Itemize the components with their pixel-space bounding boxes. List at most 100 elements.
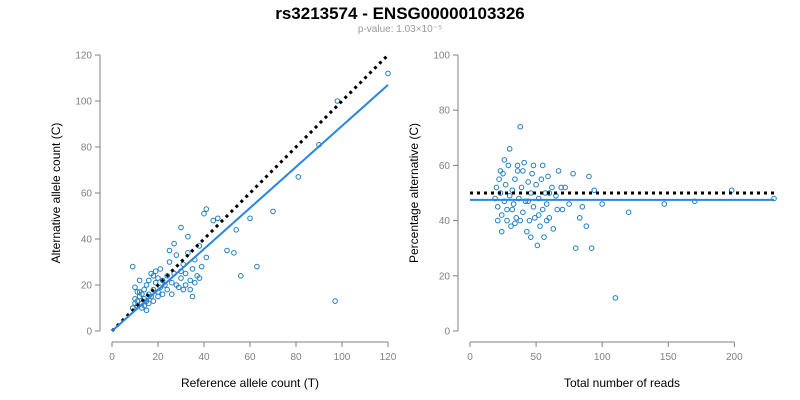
left-data-point [180,286,187,293]
left-data-point [155,293,161,300]
left-data-point [178,275,184,281]
left-x-axis-title: Reference allele count (T) [181,376,319,390]
right-data-point [570,170,576,177]
right-data-point [543,217,550,224]
left-data-point [152,268,159,275]
left-data-point [169,291,175,298]
left-data-point [132,284,138,291]
right-data-point [586,173,592,180]
right-data-point [554,206,561,213]
right-data-point [506,146,513,152]
left-data-point [210,217,216,224]
left-x-tick-label: 0 [109,352,115,363]
right-data-point [535,212,542,218]
right-data-point [538,176,545,182]
left-data-point [159,291,166,298]
right-data-point [508,223,514,229]
right-data-point [512,220,518,227]
right-data-point [591,187,598,194]
left-data-point [192,279,198,286]
left-y-tick-label: 0 [86,327,92,338]
right-data-point [494,217,501,224]
left-data-point [385,70,391,77]
left-data-point [182,270,189,277]
left-y-tick-label: 60 [81,189,93,200]
right-data-point [521,159,527,166]
left-data-point [295,174,302,180]
right-data-point [531,215,538,221]
left-fit-line [111,84,389,332]
right-data-point [541,234,547,240]
right-data-point [530,204,537,210]
left-data-point [169,279,175,286]
left-data-point [129,263,136,270]
right-data-point [528,190,534,196]
left-data-point [334,98,341,104]
right-data-point [579,204,586,210]
right-scatter-plot: 0 50 100 150 200 0 20 40 60 80 100 Total number of … [407,51,777,390]
left-data-point [143,307,150,314]
left-y-tick-label: 40 [81,235,93,246]
left-y-tick-label: 20 [81,281,93,292]
right-data-point [500,170,506,177]
right-x-tick-label: 0 [467,352,473,363]
left-data-point [146,300,152,307]
right-data-point [559,206,566,213]
right-data-point [550,226,557,232]
right-y-tick-label: 20 [439,271,451,282]
left-data-point [224,247,230,254]
right-data-point [520,168,526,174]
right-data-point [576,215,583,221]
right-data-point [506,192,513,199]
left-data-point [157,266,164,272]
left-data-point [148,293,154,300]
left-data-point [185,233,191,240]
right-data-point [545,173,551,180]
left-data-point [164,286,170,293]
right-data-point [566,201,572,207]
left-data-point [173,282,180,288]
left-data-point [187,277,193,284]
right-y-axis-title: Percentage alternative (C) [407,123,421,263]
left-x-tick-label: 100 [334,352,351,363]
left-data-point [150,273,157,279]
left-data-point [152,279,159,286]
right-data-point [498,228,505,235]
left-data-point [173,252,180,258]
right-y-tick-label: 80 [439,106,451,117]
right-data-point [510,201,517,207]
left-data-point [238,273,244,279]
right-data-point [517,123,524,130]
left-data-point [247,215,253,222]
left-data-point [141,286,147,293]
right-data-point [546,215,553,221]
right-data-point [514,162,521,169]
left-data-point [171,240,177,247]
right-y-tick-label: 40 [439,216,451,227]
right-x-tick-label: 150 [660,352,677,363]
right-data-point [525,179,531,185]
left-data-point [187,286,193,293]
left-data-point [270,208,276,215]
left-data-point [134,298,141,304]
left-y-tick-label: 120 [75,51,92,62]
left-data-point [139,291,145,298]
chart-title: rs3213574 - ENSG00000103326 [275,4,525,23]
right-data-point [539,162,546,169]
left-data-point [254,263,260,270]
right-x-tick-label: 100 [594,352,611,363]
left-data-point [150,286,157,293]
right-data-point [524,228,530,235]
right-data-point [558,184,564,191]
left-data-point [150,298,157,304]
left-y-tick-label: 100 [75,97,92,108]
left-data-point [159,277,166,284]
right-data-point [661,201,668,207]
left-data-point [136,277,143,284]
right-data-point [494,204,501,210]
left-x-tick-label: 80 [290,352,302,363]
left-data-point [198,263,205,270]
left-data-point [203,254,210,261]
right-data-point [512,176,518,182]
